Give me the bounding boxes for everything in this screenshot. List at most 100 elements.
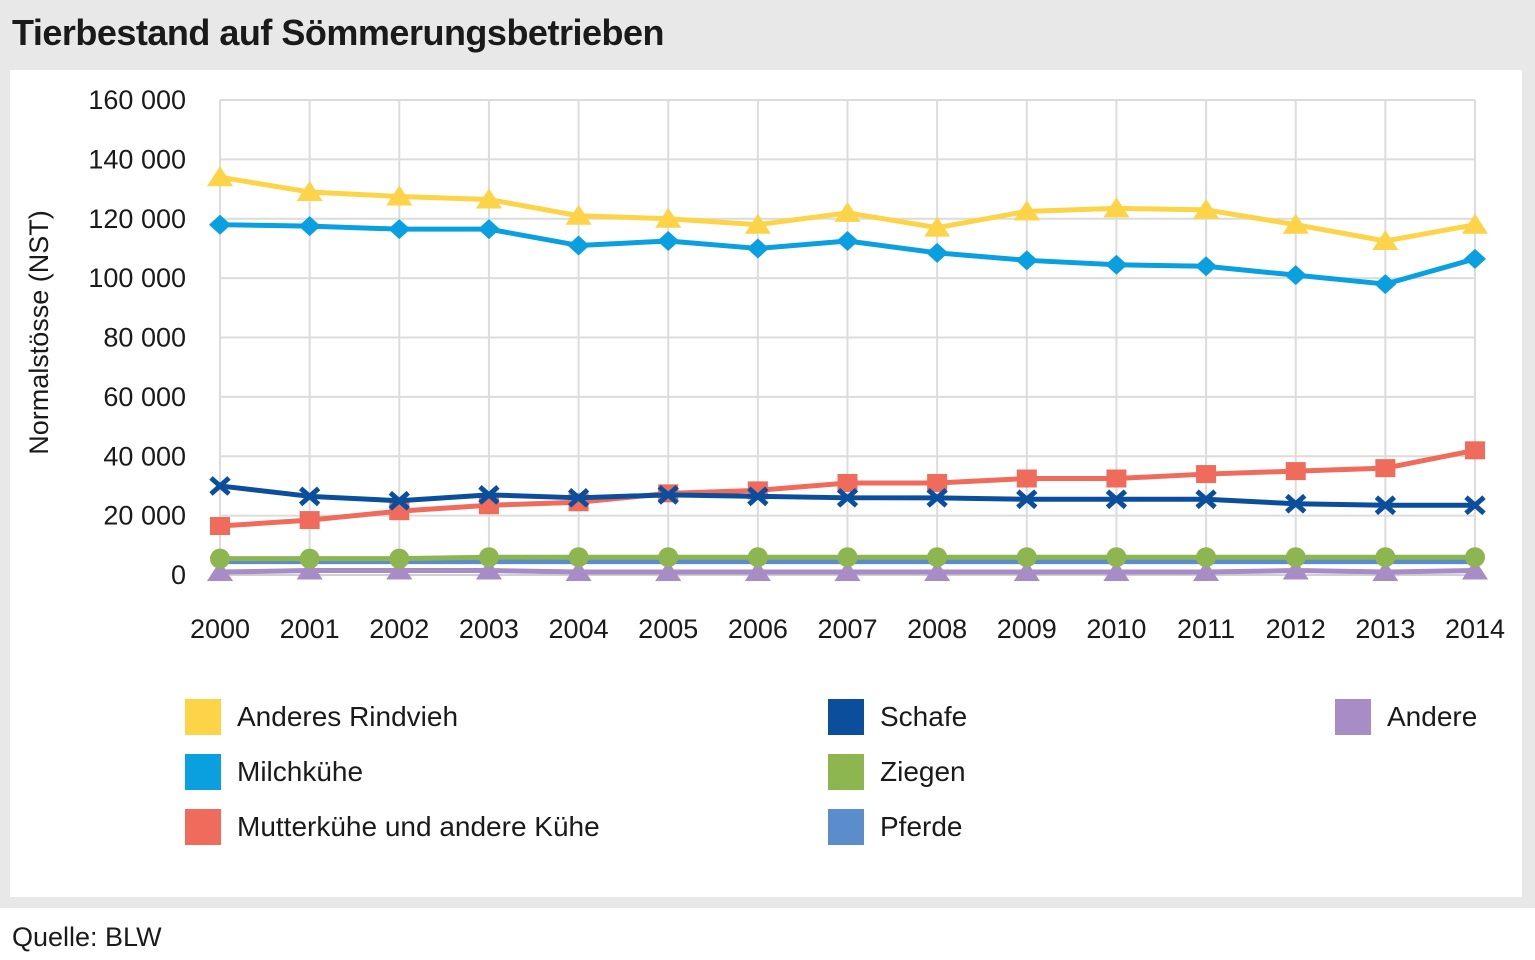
series-anderes-rindvieh-point (1103, 197, 1130, 218)
series-milchkuehe-point (926, 242, 949, 263)
series-schafe-point (657, 484, 679, 505)
legend-item: Milchkühe (185, 752, 363, 792)
series-schafe-point (567, 487, 590, 508)
y-tick-label: 160 000 (88, 85, 186, 115)
y-tick-label: 140 000 (88, 144, 186, 174)
series-ziegen-point (1375, 547, 1396, 568)
series-andere-point (655, 561, 682, 582)
series-andere-point (744, 561, 771, 582)
series-andere-point (924, 561, 951, 582)
series-anderes-rindvieh-point (655, 207, 682, 228)
series-mutterkuehe-und-andere-kuehe-point (1016, 469, 1037, 488)
legend-item: Ziegen (828, 752, 966, 792)
series-anderes-rindvieh-point (744, 213, 771, 234)
x-tick-label: 2010 (1086, 614, 1146, 644)
legend-label: Ziegen (880, 756, 966, 787)
y-tick-label: 40 000 (103, 441, 186, 471)
series-milchkuehe-point (657, 231, 680, 252)
series-ziegen-point (299, 548, 320, 569)
series-anderes-rindvieh-point (1282, 213, 1309, 234)
legend-item: Andere (1335, 697, 1477, 737)
series-ziegen-point (478, 547, 499, 568)
series-schafe-point (298, 486, 321, 507)
series-schafe-point (388, 490, 410, 511)
series-anderes-rindvieh-point (1193, 198, 1220, 219)
series-ziegen-point (927, 547, 948, 568)
series-ziegen-point (747, 547, 768, 568)
series-anderes-rindvieh-point (834, 201, 861, 222)
series-ziegen-point (1106, 547, 1127, 568)
x-tick-label: 2001 (280, 614, 340, 644)
series-anderes-rindvieh-point (475, 188, 502, 209)
series-milchkuehe-point (388, 219, 411, 240)
series-anderes-rindvieh-point (924, 216, 951, 237)
x-tick-label: 2008 (907, 614, 967, 644)
series-andere-point (1013, 561, 1040, 582)
series-schafe-point (747, 486, 769, 507)
series-mutterkuehe-und-andere-kuehe-point (1196, 465, 1217, 484)
series-andere-point (296, 559, 323, 580)
series-ziegen-point (658, 547, 679, 568)
legend-swatch (185, 809, 221, 845)
series-mutterkuehe-und-andere-kuehe-point (299, 511, 320, 530)
series-schafe-point (836, 487, 859, 508)
series-schafe-point (1105, 489, 1128, 510)
legend-label: Schafe (880, 701, 968, 732)
series-milchkuehe-point (1015, 250, 1038, 271)
series-andere-point (1103, 561, 1130, 582)
series-anderes-rindvieh-point (1013, 200, 1040, 221)
series-ziegen-point (1465, 547, 1485, 568)
series-schafe-point (1016, 489, 1038, 510)
series-schafe-point (209, 476, 231, 496)
series-milchkuehe-point (298, 216, 321, 237)
series-anderes-rindvieh-point (296, 181, 323, 202)
series-milchkuehe-point (746, 238, 769, 259)
legend-label: Milchkühe (237, 756, 364, 787)
series-milchkuehe-point (1284, 265, 1307, 286)
legend-item: Schafe (828, 697, 967, 737)
series-ziegen-point (837, 547, 858, 568)
x-tick-label: 2000 (190, 614, 250, 644)
series-ziegen-point (389, 548, 410, 569)
series-ziegen-point (1285, 547, 1306, 568)
series-ziegen-point (1196, 547, 1217, 568)
series-anderes-rindvieh-point (1372, 230, 1399, 251)
series-milchkuehe-point (1195, 256, 1218, 277)
series-milchkuehe-point (209, 214, 231, 235)
legend-swatch (828, 699, 864, 735)
series-anderes-rindvieh-point (386, 185, 413, 206)
legend-swatch (1335, 699, 1371, 735)
x-tick-label: 2007 (817, 614, 877, 644)
series-anderes-rindvieh-point (1462, 213, 1488, 234)
y-tick-label: 120 000 (88, 204, 186, 234)
series-schafe-point (478, 484, 500, 505)
series-schafe-point (1285, 493, 1307, 514)
series-andere-point (1193, 561, 1220, 582)
x-tick-label: 2013 (1355, 614, 1415, 644)
x-tick-label: 2002 (369, 614, 429, 644)
y-tick-label: 20 000 (103, 501, 186, 531)
series-ziegen-point (1016, 547, 1037, 568)
series-andere-point (565, 561, 592, 582)
series-anderes-rindvieh-point (565, 204, 592, 225)
series-schafe-point (926, 487, 948, 508)
series-andere-point (475, 559, 502, 580)
line-chart: 0 20 000 40 000 60 000 80 000 100 000 120 000 1… (24, 85, 1505, 644)
legend-label: Andere (1387, 701, 1478, 732)
x-tick-label: 2014 (1445, 614, 1505, 644)
series-schafe-point (1374, 495, 1397, 516)
series-mutterkuehe-und-andere-kuehe-point (1285, 462, 1306, 481)
series-andere-point (1462, 559, 1488, 580)
series-mutterkuehe-und-andere-kuehe-point (210, 517, 230, 536)
series-ziegen-point (568, 547, 589, 568)
chart-title: Tierbestand auf Sömmerungsbetrieben (12, 12, 664, 53)
legend-item: Mutterkühe und andere Kühe (185, 807, 600, 847)
y-tick-label: 60 000 (103, 382, 186, 412)
series-andere-point (207, 561, 233, 582)
source-note: Quelle: BLW (12, 922, 162, 952)
series-mutterkuehe-und-andere-kuehe-point (1375, 459, 1396, 478)
series-anderes-rindvieh-point (207, 166, 233, 187)
legend-item: Pferde (828, 807, 963, 847)
y-axis-label: Normalstösse (NST) (24, 210, 54, 455)
x-tick-label: 2005 (638, 614, 698, 644)
